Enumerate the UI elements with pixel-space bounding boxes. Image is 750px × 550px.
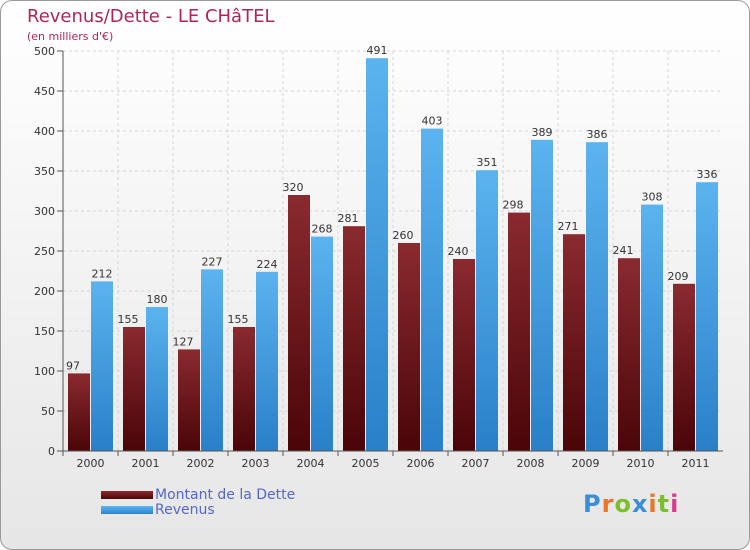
y-tick-label: 0	[48, 445, 55, 458]
data-label-revenue: 308	[642, 191, 663, 204]
bar-debt-2009	[563, 234, 585, 451]
labels: 97 212 155 180 127 227 155 224 320 268 281 491 260 40…	[66, 44, 718, 372]
bar-debt-2006	[398, 243, 420, 451]
logo-letter: t	[657, 490, 671, 518]
x-tick-label: 2011	[682, 457, 710, 470]
bar-debt-2005	[343, 226, 365, 451]
x-tick-label: 2003	[242, 457, 270, 470]
x-tick-label: 2001	[132, 457, 160, 470]
bar-revenue-2000	[91, 281, 113, 451]
bar-debt-2007	[453, 259, 475, 451]
data-label-debt: 260	[393, 229, 414, 242]
bar-debt-2001	[123, 327, 145, 451]
bar-revenue-2002	[201, 269, 223, 451]
x-tick-label: 2008	[517, 457, 545, 470]
y-tick-label: 400	[34, 125, 55, 138]
y-tick-label: 250	[34, 245, 55, 258]
bar-debt-2011	[673, 283, 695, 451]
logo-letter: P	[583, 490, 602, 518]
data-label-revenue: 224	[257, 258, 278, 271]
y-tick-label: 50	[41, 405, 55, 418]
logo-letter: i	[648, 490, 658, 518]
data-label-debt: 155	[228, 313, 249, 326]
data-label-debt: 281	[338, 212, 359, 225]
data-label-debt: 298	[503, 199, 524, 212]
data-label-revenue: 386	[587, 128, 608, 141]
chart-subtitle: (en milliers d'€)	[27, 30, 114, 43]
axes: 0 50 100 150 200 250 300 350 400 450 500 2000 2001 20…	[34, 45, 723, 470]
logo-letter: o	[614, 490, 632, 518]
bar-revenue-2004	[311, 236, 333, 451]
bar-revenue-2006	[421, 128, 443, 451]
logo-letter: i	[670, 490, 680, 518]
x-tick-label: 2004	[297, 457, 325, 470]
bar-revenue-2005	[366, 58, 388, 451]
data-label-revenue: 389	[532, 126, 553, 139]
x-tick-label: 2009	[572, 457, 600, 470]
data-label-debt: 320	[283, 181, 304, 194]
x-tick-label: 2000	[77, 457, 105, 470]
y-tick-label: 350	[34, 165, 55, 178]
bar-debt-2003	[233, 327, 255, 451]
data-label-debt: 127	[173, 335, 194, 348]
legend-item-debt: Montant de la Dette	[101, 486, 296, 503]
y-tick-label: 300	[34, 205, 55, 218]
bar-debt-2000	[68, 373, 90, 451]
data-label-revenue: 336	[697, 168, 718, 181]
data-label-debt: 209	[668, 270, 689, 283]
data-label-debt: 240	[448, 245, 469, 258]
bar-revenue-2007	[476, 170, 498, 451]
logo-letter: x	[631, 490, 649, 518]
data-label-revenue: 180	[147, 293, 168, 306]
proxiti-logo: Proxiti	[583, 490, 679, 518]
y-tick-label: 100	[34, 365, 55, 378]
legend-swatch-revenue	[101, 505, 153, 514]
bar-debt-2002	[178, 349, 200, 451]
y-tick-label: 150	[34, 325, 55, 338]
x-tick-label: 2007	[462, 457, 490, 470]
bar-revenue-2011	[696, 182, 718, 451]
chart-title: Revenus/Dette - LE CHâTEL	[27, 6, 275, 27]
gridlines	[63, 50, 723, 451]
bar-debt-2004	[288, 195, 310, 451]
data-label-revenue: 227	[202, 255, 223, 268]
data-label-revenue: 403	[422, 115, 443, 128]
bar-revenue-2009	[586, 142, 608, 451]
legend: Montant de la Dette Revenus	[101, 486, 296, 518]
x-tick-label: 2002	[187, 457, 215, 470]
bar-revenue-2008	[531, 139, 553, 452]
data-label-revenue: 351	[477, 156, 498, 169]
legend-label-debt: Montant de la Dette	[155, 486, 296, 503]
x-tick-label: 2010	[627, 457, 655, 470]
bar-revenue-2010	[641, 204, 663, 451]
data-label-debt: 271	[558, 220, 579, 233]
data-label-debt: 97	[66, 359, 80, 372]
data-label-revenue: 268	[312, 223, 333, 236]
data-label-revenue: 491	[367, 44, 388, 57]
logo-letter: r	[601, 490, 615, 518]
bar-revenue-2003	[256, 271, 278, 451]
y-tick-label: 500	[34, 45, 55, 58]
legend-swatch-debt	[101, 490, 153, 499]
data-label-revenue: 212	[92, 267, 113, 280]
y-tick-label: 200	[34, 285, 55, 298]
y-tick-label: 450	[34, 85, 55, 98]
legend-label-revenue: Revenus	[155, 501, 215, 518]
data-label-debt: 241	[613, 244, 634, 257]
bar-debt-2008	[508, 212, 530, 451]
data-label-debt: 155	[118, 313, 139, 326]
bar-debt-2010	[618, 258, 640, 451]
legend-item-revenue: Revenus	[101, 501, 295, 518]
bar-revenue-2001	[146, 307, 168, 451]
bar-group	[68, 58, 718, 452]
x-tick-label: 2005	[352, 457, 380, 470]
x-tick-label: 2006	[407, 457, 435, 470]
